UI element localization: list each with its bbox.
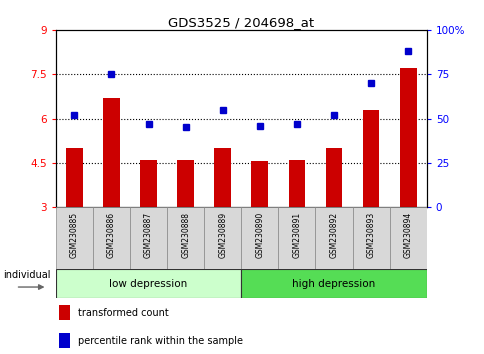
Text: percentile rank within the sample: percentile rank within the sample (78, 336, 242, 346)
Bar (93, 207, 130, 269)
Text: GSM230894: GSM230894 (403, 212, 412, 258)
Bar (325, 148, 342, 207)
Text: GSM230893: GSM230893 (366, 212, 375, 258)
Bar (288, 160, 304, 207)
Text: GSM230886: GSM230886 (106, 212, 116, 258)
Bar (166, 207, 204, 269)
Text: GSM230888: GSM230888 (181, 212, 190, 258)
Bar (241, 269, 426, 298)
Title: GDS3525 / 204698_at: GDS3525 / 204698_at (168, 16, 314, 29)
Bar (214, 148, 230, 207)
Text: transformed count: transformed count (78, 308, 168, 318)
Bar (60, 333, 70, 348)
Bar (278, 207, 315, 269)
Bar (60, 305, 70, 320)
Bar (56, 207, 93, 269)
Text: GSM230890: GSM230890 (255, 212, 264, 258)
Bar (103, 98, 120, 207)
Text: GSM230885: GSM230885 (70, 212, 79, 258)
Bar (399, 68, 416, 207)
Bar (56, 269, 241, 298)
Text: GSM230891: GSM230891 (292, 212, 301, 258)
Bar (204, 207, 241, 269)
Text: individual: individual (3, 270, 50, 280)
Bar (130, 207, 166, 269)
Text: GSM230889: GSM230889 (218, 212, 227, 258)
Text: GSM230887: GSM230887 (144, 212, 153, 258)
Bar (389, 207, 426, 269)
Bar (140, 160, 156, 207)
Bar (177, 160, 194, 207)
Bar (315, 207, 352, 269)
Bar (352, 207, 389, 269)
Bar (251, 161, 268, 207)
Text: low depression: low depression (109, 279, 187, 289)
Bar (362, 110, 378, 207)
Text: GSM230892: GSM230892 (329, 212, 338, 258)
Bar (241, 207, 278, 269)
Bar (66, 148, 82, 207)
Text: high depression: high depression (292, 279, 375, 289)
